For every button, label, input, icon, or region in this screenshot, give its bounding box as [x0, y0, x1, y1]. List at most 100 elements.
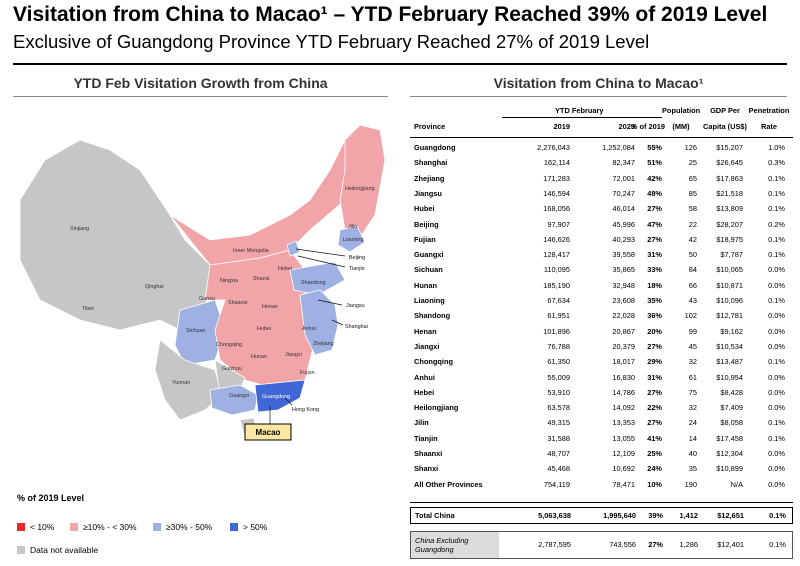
cell-pct-2019: 27%: [647, 418, 662, 428]
legend-item-above-50: > 50%: [230, 522, 267, 532]
cell-2023: 70,247: [612, 188, 635, 198]
macao-label: Macao: [256, 428, 281, 437]
map-label-sichuan: Sichuan: [186, 328, 205, 334]
cell-2019: 63,578: [547, 403, 570, 413]
cell-province: Sichuan: [414, 265, 443, 275]
cell-penetration: 0.1%: [768, 204, 785, 214]
cell-province: China Excluding Guangdong: [415, 536, 469, 554]
map-label-hebei: Hebei: [278, 266, 292, 272]
legend-title: % of 2019 Level: [17, 493, 85, 503]
table-row: Guangdong 2,276,043 1,252,084 55% 126 $15,207…: [410, 140, 798, 155]
legend-label: > 50%: [243, 522, 268, 532]
cell-population: 99: [688, 326, 697, 336]
cell-penetration: 1.0%: [768, 143, 785, 152]
cell-gdp: $10,534: [716, 341, 743, 351]
row-shade: [411, 532, 499, 558]
cell-pct-2019: 24%: [647, 464, 662, 474]
cell-2019: 97,907: [547, 219, 570, 229]
cell-penetration: 0.3%: [768, 158, 785, 168]
cell-penetration: 0.1%: [768, 173, 785, 183]
cell-gdp: $13,809: [716, 204, 743, 214]
table-row: Shaanxi 48,707 12,109 25% 40 $12,304 0.0%: [410, 446, 798, 461]
map-label-inner-mongolia: Inner Mongolia: [233, 248, 269, 254]
map-label-guizhou: Guizhou: [222, 366, 242, 372]
map-label-qinghai: Qinghai: [145, 284, 164, 290]
cell-2023: 743,556: [609, 540, 636, 549]
page-title: Visitation from China to Macao¹ – YTD Fe…: [13, 3, 768, 26]
cell-province: Tianjin: [414, 433, 438, 443]
cell-pct-2019: 27%: [647, 204, 662, 214]
cell-province: Guangdong: [414, 143, 456, 152]
cell-population: 1,286: [679, 540, 699, 549]
cell-gdp: $13,487: [716, 357, 743, 367]
cell-penetration: 0.1%: [768, 418, 785, 428]
map-label-yunnan: Yunnan: [172, 380, 190, 386]
cell-pct-2019: 51%: [647, 158, 662, 168]
region-east: [299, 289, 339, 356]
cell-2019: 55,009: [547, 372, 570, 382]
cell-population: 45: [688, 341, 697, 351]
cell-province: Anhui: [414, 372, 435, 382]
table-row: Jiangsu 146,594 70,247 48% 85 $21,518 0.1%: [410, 186, 798, 201]
cell-penetration: 0.0%: [768, 403, 785, 413]
cell-2019: 2,276,043: [537, 143, 570, 152]
map-label-chongqing: Chongqing: [216, 342, 242, 348]
header-divider: [13, 63, 787, 65]
col-header-2023: 2023: [618, 122, 635, 131]
cell-gdp: $10,096: [716, 296, 743, 305]
cell-population: 58: [688, 204, 697, 214]
legend-swatch: [70, 523, 78, 531]
cell-province: Heilongjiang: [414, 403, 459, 413]
cell-penetration: 0.0%: [768, 341, 785, 351]
cell-2019: 76,788: [547, 341, 570, 351]
cell-pct-2019: 55%: [647, 143, 662, 152]
cell-2019: 61,951: [547, 311, 570, 321]
map-label-ningxia: Ningxia: [220, 278, 238, 284]
cell-2023: 45,996: [612, 219, 635, 229]
cell-population: 14: [688, 433, 697, 443]
table-row: Hunan 185,190 32,948 18% 66 $10,871 0.0%: [410, 278, 798, 293]
cell-population: 84: [688, 265, 697, 275]
cell-2019: 110,095: [543, 265, 570, 275]
cell-province: Chongqing: [414, 357, 453, 367]
cell-penetration: 0.1%: [768, 433, 785, 443]
map-label-tibet: Tibet: [82, 306, 94, 312]
cell-2019: 185,190: [543, 280, 570, 290]
cell-2019: 5,063,638: [538, 511, 571, 520]
cell-penetration: 0.0%: [768, 326, 785, 336]
table-row: Jiangxi 76,788 20,379 27% 45 $10,534 0.0%: [410, 339, 798, 354]
cell-2023: 20,379: [612, 341, 635, 351]
region-northeast: [339, 124, 386, 246]
cell-pct-2019: 31%: [647, 372, 662, 382]
cell-pct-2019: 27%: [647, 341, 662, 351]
cell-penetration: 0.0%: [768, 387, 785, 397]
cell-pct-2019: 48%: [647, 188, 662, 198]
col-header-gdp-top: GDP Per: [710, 106, 740, 115]
cell-2023: 18,017: [612, 357, 635, 367]
cell-province: Shanxi: [414, 464, 439, 474]
cell-population: 102: [684, 311, 697, 321]
cell-province: Liaoning: [414, 296, 445, 305]
map-label-guangxi: Guangxi: [229, 393, 249, 399]
table-panel-title: Visitation from China to Macao¹: [410, 70, 787, 97]
cell-pct-2019: 35%: [647, 296, 662, 305]
table-row: Shanghai 162,114 82,347 51% 25 $26,645 0.3%: [410, 155, 798, 170]
table-row: Heilongjiang 63,578 14,092 22% 32 $7,409 0.0%: [410, 400, 798, 415]
cell-2019: 171,283: [543, 173, 570, 183]
cell-pct-2019: 25%: [647, 449, 662, 458]
cell-population: 65: [688, 173, 697, 183]
cell-population: 25: [688, 158, 697, 168]
cell-pct-2019: 42%: [647, 173, 662, 183]
cell-province: Guangxi: [414, 250, 444, 260]
callout-label-tianjin: Tianjin: [349, 266, 365, 272]
cell-gdp: $7,409: [720, 403, 743, 413]
legend-label: Data not available: [30, 545, 99, 555]
callout-line-tianjin: [297, 255, 346, 268]
map-label-liaoning: Liaoning: [343, 237, 363, 243]
cell-pct-2019: 22%: [647, 403, 662, 413]
cell-province: Zhejiang: [414, 173, 445, 183]
map-label-heilongjiang: Heilongjiang: [345, 186, 375, 192]
cell-province: All Other Provinces: [414, 479, 483, 489]
cell-2019: 49,315: [547, 418, 570, 428]
cell-gdp: $8,428: [720, 387, 743, 397]
